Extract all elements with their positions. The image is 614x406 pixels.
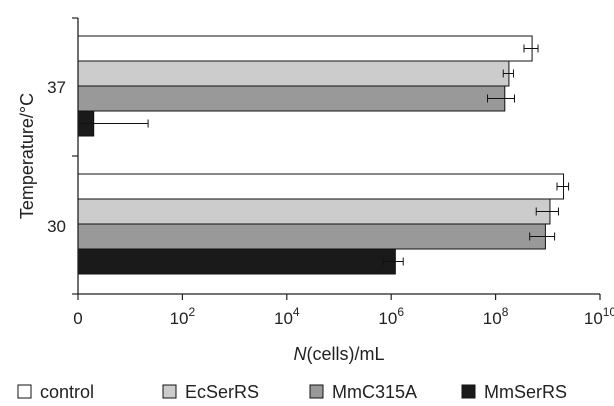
- legend-label: control: [40, 382, 94, 402]
- bar-control-37: [77, 35, 533, 62]
- legend-item-MmC315A: MmC315A: [309, 382, 417, 402]
- x-tick-label: 1010: [584, 305, 614, 328]
- y-ticks-layer: 37 30: [47, 17, 78, 295]
- bars-layer: [77, 35, 565, 275]
- legend-label: EcSerRS: [185, 382, 259, 402]
- x-tick-label: 108: [483, 305, 509, 328]
- x-axis-title-variable: N: [293, 344, 307, 364]
- bar-EcSerRS-37: [77, 60, 510, 87]
- error-bar-EcSerRS-30: [535, 207, 559, 216]
- legend-item-control: control: [17, 382, 94, 402]
- legend-swatch: [162, 384, 177, 399]
- error-bar-control-37: [523, 44, 539, 53]
- legend-swatch: [461, 384, 476, 399]
- x-tick-label: 102: [170, 305, 196, 328]
- y-tick-label-30: 30: [47, 217, 66, 236]
- bar-MmC315A-30: [77, 223, 546, 250]
- legend: control EcSerRS MmC315A MmSerRS: [17, 382, 567, 402]
- bar-MmC315A-37: [77, 85, 506, 112]
- bar-control-30: [77, 173, 565, 200]
- y-axis-title: Temperature/°C: [17, 93, 37, 219]
- x-ticks-layer: 0 102 104 106 108 1010: [73, 294, 614, 328]
- x-tick-label: 0: [73, 309, 82, 328]
- x-axis-title: N(cells)/mL: [293, 344, 384, 364]
- error-bar-EcSerRS-37: [502, 69, 514, 78]
- bar-MmSerRS-30: [77, 248, 396, 275]
- error-bar-MmSerRS-30: [382, 257, 404, 266]
- legend-item-MmSerRS: MmSerRS: [461, 382, 567, 402]
- x-axis-title-unit: (cells)/mL: [306, 344, 384, 364]
- x-tick-label: 104: [274, 305, 300, 328]
- error-bar-MmC315A-30: [529, 232, 556, 241]
- legend-label: MmSerRS: [484, 382, 567, 402]
- y-tick-label-37: 37: [47, 78, 66, 97]
- x-tick-label: 106: [378, 305, 404, 328]
- legend-swatch: [309, 384, 324, 399]
- legend-swatch: [17, 384, 32, 399]
- legend-label: MmC315A: [332, 382, 417, 402]
- bar-EcSerRS-30: [77, 198, 551, 225]
- error-bar-control-30: [556, 182, 570, 191]
- legend-item-EcSerRS: EcSerRS: [162, 382, 259, 402]
- error-bar-MmC315A-37: [487, 94, 515, 103]
